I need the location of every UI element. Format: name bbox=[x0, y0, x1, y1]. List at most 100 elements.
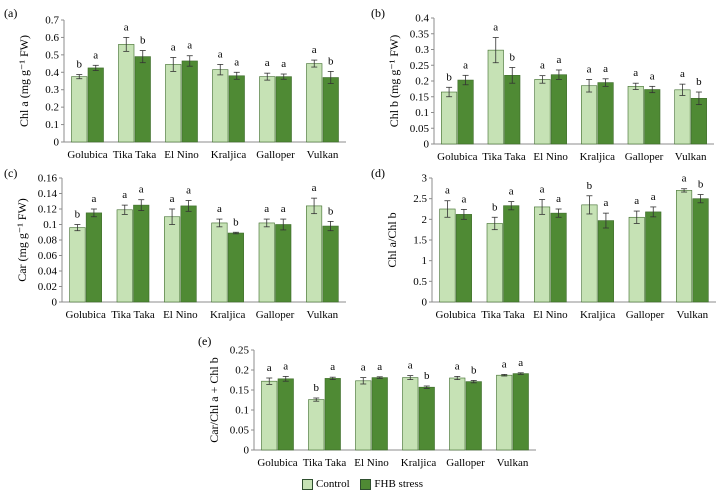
significance-letter: a bbox=[540, 60, 545, 72]
bar-control bbox=[627, 86, 644, 145]
significance-letter: a bbox=[330, 361, 335, 373]
significance-letter: a bbox=[171, 41, 176, 53]
significance-letter: a bbox=[650, 70, 655, 82]
bar-stress bbox=[181, 60, 198, 143]
y-tick-label: 0.12 bbox=[38, 204, 57, 216]
significance-letter: a bbox=[267, 362, 272, 374]
significance-letter: a bbox=[603, 63, 608, 75]
panel-label-c: (c) bbox=[4, 166, 18, 180]
bar-control bbox=[441, 91, 458, 145]
y-tick-label: 0.15 bbox=[410, 91, 430, 103]
bar-stress bbox=[503, 205, 520, 303]
significance-letter: a bbox=[187, 40, 192, 52]
significance-letter: b bbox=[696, 76, 702, 88]
bar-stress bbox=[275, 76, 292, 143]
y-tick-label: 0.5 bbox=[413, 276, 427, 288]
significance-letter: a bbox=[408, 360, 413, 372]
significance-letter: b bbox=[424, 370, 430, 382]
bar-control bbox=[258, 222, 275, 303]
x-tick-label: Vulkan bbox=[676, 309, 708, 321]
y-tick-label: 0.05 bbox=[230, 425, 250, 437]
y-tick-label: 0.2 bbox=[415, 76, 429, 88]
bar-control bbox=[534, 79, 551, 145]
y-tick-label: 0 bbox=[52, 297, 58, 309]
y-tick-label: 0.14 bbox=[38, 188, 58, 200]
y-tick-label: 0.5 bbox=[45, 49, 59, 61]
y-tick-label: 2.5 bbox=[413, 193, 427, 205]
significance-letter: a bbox=[587, 63, 592, 75]
bar-stress bbox=[87, 67, 104, 143]
legend-item-control: Control bbox=[302, 478, 350, 490]
bar-stress bbox=[597, 220, 614, 303]
bar-control bbox=[449, 377, 466, 451]
y-tick-label: 1 bbox=[422, 255, 428, 267]
significance-letter: a bbox=[540, 183, 545, 195]
x-tick-label: Kraljica bbox=[210, 309, 246, 321]
significance-letter: b bbox=[510, 51, 516, 63]
x-tick-label: Golubica bbox=[66, 309, 106, 321]
bar-stress bbox=[85, 212, 102, 303]
bar-control bbox=[165, 64, 182, 143]
y-tick-label: 0.08 bbox=[38, 235, 58, 247]
significance-letter: b bbox=[492, 201, 498, 213]
x-tick-label: Galloper bbox=[256, 149, 295, 161]
bar-control bbox=[402, 377, 419, 451]
significance-letter: a bbox=[170, 193, 175, 205]
bar-stress bbox=[134, 56, 151, 143]
x-tick-label: Vulkan bbox=[307, 149, 339, 161]
significance-letter: a bbox=[556, 193, 561, 205]
x-tick-label: Kraljica bbox=[401, 457, 437, 469]
bar-stress bbox=[457, 79, 474, 145]
bar-stress bbox=[133, 204, 150, 303]
bar-stress bbox=[228, 75, 245, 143]
bar-stress bbox=[322, 77, 339, 143]
y-tick-label: 0 bbox=[424, 139, 430, 151]
y-tick-label: 0.2 bbox=[45, 102, 59, 114]
x-tick-label: Golubica bbox=[436, 309, 476, 321]
x-tick-label: El Nino bbox=[163, 309, 198, 321]
y-tick-label: 0 bbox=[244, 445, 250, 457]
x-tick-label: El Nino bbox=[533, 151, 568, 163]
chart-panel-d: (d) 0 0.5 1 1.5 2 2.5 3 Chl a/Chl b a a Golubica b a… bbox=[366, 160, 716, 330]
bar-control bbox=[674, 89, 691, 145]
significance-letter: b bbox=[233, 216, 239, 228]
bar-stress bbox=[690, 98, 707, 145]
significance-letter: a bbox=[265, 57, 270, 69]
y-axis-title: Chl a/Chl b bbox=[385, 212, 399, 267]
significance-letter: b bbox=[698, 179, 704, 191]
bar-control bbox=[118, 44, 135, 143]
significance-letter: b bbox=[314, 382, 320, 394]
x-tick-label: Kraljica bbox=[580, 151, 616, 163]
bar-control bbox=[439, 208, 456, 303]
x-tick-label: Tika Taka bbox=[482, 151, 526, 163]
significance-letter: a bbox=[445, 185, 450, 197]
significance-letter: b bbox=[446, 71, 452, 83]
bar-stress bbox=[692, 198, 709, 303]
significance-letter: b bbox=[328, 55, 334, 67]
significance-letter: a bbox=[283, 360, 288, 372]
x-tick-label: El Nino bbox=[354, 457, 389, 469]
significance-letter: a bbox=[634, 195, 639, 207]
chart-panel-e: (e) 0 0.05 0.1 0.15 0.2 0.25 Car/Chl a + Chl b… bbox=[190, 322, 540, 478]
x-tick-label: Galloper bbox=[626, 309, 665, 321]
y-tick-label: 0.25 bbox=[230, 345, 250, 357]
significance-letter: b bbox=[77, 59, 83, 71]
significance-letter: a bbox=[281, 58, 286, 70]
panel-label-d: (d) bbox=[371, 166, 385, 180]
significance-letter: a bbox=[124, 21, 129, 33]
y-tick-label: 0.7 bbox=[45, 15, 59, 27]
x-tick-label: Tika Taka bbox=[303, 457, 347, 469]
chart-panel-a: (a) 0 0.1 0.2 0.3 0.4 0.5 0.6 0.7 Chl a (mg g⁻¹ … bbox=[0, 0, 350, 170]
y-tick-label: 0.04 bbox=[38, 266, 58, 278]
significance-letter: b bbox=[471, 364, 477, 376]
x-tick-label: Tika Taka bbox=[111, 309, 155, 321]
bar-stress bbox=[322, 225, 339, 303]
significance-letter: a bbox=[455, 360, 460, 372]
bar-control bbox=[211, 222, 228, 303]
significance-letter: a bbox=[502, 358, 507, 370]
bar-control bbox=[355, 380, 372, 451]
bar-control bbox=[259, 76, 276, 143]
y-tick-label: 0.4 bbox=[415, 13, 429, 25]
significance-letter: b bbox=[587, 180, 593, 192]
